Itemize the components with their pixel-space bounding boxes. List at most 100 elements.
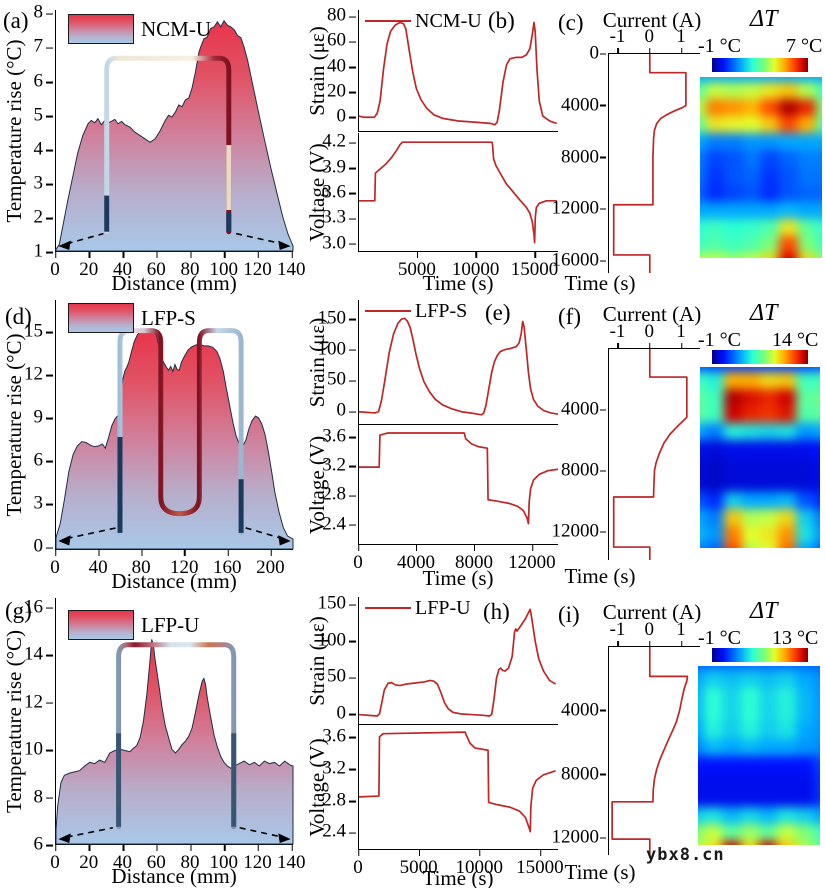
panel-c-current-label: Current (A)	[602, 8, 702, 32]
heatmap-cell	[724, 543, 742, 548]
heatmap-cell	[777, 666, 796, 671]
tick-label: 3.2	[322, 454, 356, 476]
heatmap-cell	[814, 491, 820, 510]
panel-b-xlabel: Time (s)	[422, 271, 494, 295]
panel-i-delta-t-label: ΔT	[750, 598, 778, 624]
panel-g-y-ticks: 6 8 10 12 14 16	[19, 597, 53, 854]
heatmap-cell	[742, 440, 760, 458]
heatmap-cell	[778, 457, 796, 475]
heatmap-cell	[779, 236, 798, 254]
panel-a-xlabel: Distance (mm)	[111, 271, 237, 295]
heatmap-cell	[777, 704, 796, 722]
tick-label: 20	[79, 252, 99, 280]
heatmap-cell	[700, 388, 706, 406]
heatmap-cell	[778, 543, 796, 548]
tick-label: 12000	[551, 826, 606, 848]
heatmap-cell	[706, 440, 724, 458]
panel-b-strain-y-ticks: 0 20 40 60 80	[324, 6, 356, 132]
panel-c-colorbar	[712, 58, 808, 72]
heatmap-cell	[813, 840, 820, 845]
data-curve	[359, 732, 556, 832]
fiber-overlay	[119, 645, 234, 827]
panel-c-current-plot	[608, 53, 700, 273]
panel-e-strain-chart	[359, 300, 558, 424]
heatmap-cell	[724, 440, 742, 458]
tick-label: 4000	[561, 94, 606, 116]
heatmap-cell	[740, 666, 759, 671]
heatmap-cell	[796, 423, 814, 441]
heatmap-cell	[742, 98, 761, 116]
panel-g-tag: (g)	[5, 598, 32, 623]
heatmap-cell	[724, 371, 742, 389]
panel-h-legend-label: LFP-U	[415, 597, 471, 619]
tick-label: 12000	[551, 197, 606, 219]
arrowhead-left-icon	[58, 833, 71, 844]
heatmap-cell	[700, 219, 707, 237]
tick-label: 3.6	[322, 181, 356, 203]
heatmap-cell	[704, 840, 723, 845]
heatmap-cell	[814, 405, 820, 424]
arrowhead-left-icon	[58, 240, 71, 251]
panel-f-colorbar	[712, 350, 808, 364]
heatmap-cell	[722, 666, 741, 671]
panel-e-legend-label: LFP-S	[415, 300, 468, 322]
tick-label: 1	[676, 321, 686, 348]
panel-e-x-ticks: 0 4000 8000 12000	[353, 545, 558, 573]
heatmap-cell	[700, 133, 707, 151]
data-curve	[359, 433, 558, 524]
heatmap-cell	[742, 184, 761, 202]
heatmap-cell	[795, 738, 814, 756]
tick-label: 100	[317, 338, 356, 360]
data-curve	[359, 22, 557, 124]
data-curve	[359, 609, 556, 716]
tick-label: 8	[33, 1, 53, 23]
heatmap-cell	[698, 772, 705, 790]
heatmap-cell	[706, 81, 725, 99]
tick-label: 0	[589, 42, 606, 64]
heatmap-cell	[778, 388, 796, 406]
heatmap-cell	[759, 666, 778, 671]
heatmap-cell	[722, 823, 741, 841]
heatmap-cell	[777, 806, 796, 824]
heatmap-cell	[722, 806, 741, 824]
heatmap-cell	[706, 405, 724, 424]
heatmap-cell	[724, 367, 742, 372]
tick-label: 3.3	[322, 206, 356, 228]
arrowhead-right-icon	[278, 535, 291, 546]
heatmap-cell	[740, 704, 759, 722]
panel-c-tag: (c)	[558, 10, 584, 35]
tick-label: 160	[213, 550, 242, 578]
tick-label: 8000	[454, 545, 493, 573]
tick-label: 0	[336, 702, 356, 724]
tick-label: 10000	[455, 850, 503, 878]
heatmap-cell	[777, 823, 796, 841]
panel-h-x-ticks: 0 5000 10000 15000	[353, 850, 564, 877]
heatmap-cell	[742, 115, 761, 134]
heatmap-cell	[740, 670, 759, 688]
temperature-profile	[56, 639, 293, 844]
heatmap-cell	[740, 721, 759, 739]
panel-e-voltage-y-ticks: 2.4 2.8 3.2 3.6	[322, 425, 356, 545]
tick-label: 2.8	[322, 483, 356, 505]
heatmap-cell	[742, 405, 760, 424]
heatmap-cell	[777, 738, 796, 756]
heatmap-cell	[760, 371, 778, 389]
heatmap-cell	[704, 823, 723, 841]
heatmap-cell	[815, 98, 822, 116]
tick-label: 1	[676, 619, 686, 646]
heatmap-cell	[759, 704, 778, 722]
heatmap-cell	[795, 721, 814, 739]
tick-label: 4.2	[322, 130, 356, 152]
panel-h-strain-chart	[359, 597, 558, 724]
heatmap-cell	[700, 491, 706, 510]
heatmap-cell	[706, 77, 725, 82]
heatmap-cell	[760, 457, 778, 475]
panel-h-tag: (h)	[483, 599, 510, 624]
tick-label: 8000	[561, 146, 606, 168]
heatmap-cell	[700, 167, 707, 185]
heatmap-cell	[797, 167, 816, 185]
tick-label: 10	[24, 738, 53, 760]
panel-h-voltage-chart	[359, 725, 558, 849]
heatmap-cell	[797, 201, 816, 220]
heatmap-cell	[724, 423, 742, 441]
